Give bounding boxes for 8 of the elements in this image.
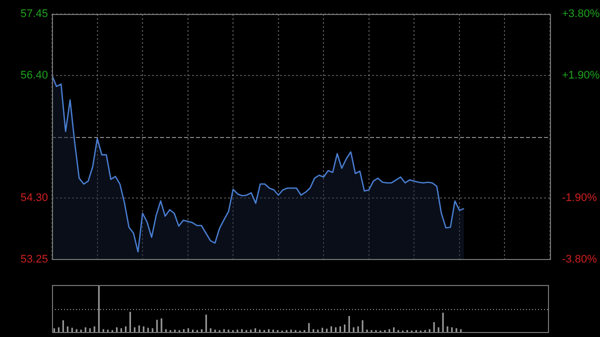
y-tick-label: 56.40 bbox=[20, 69, 48, 82]
y2-tick-label: -3.80% bbox=[562, 253, 598, 266]
y2-tick-label: +3.80% bbox=[562, 8, 600, 20]
y-tick-label: 54.30 bbox=[20, 192, 48, 204]
y2-tick-label: +1.90% bbox=[562, 69, 600, 82]
y-tick-label: 53.25 bbox=[20, 253, 48, 266]
y-tick-label: 57.45 bbox=[20, 8, 48, 20]
y2-tick-label: -1.90% bbox=[562, 192, 598, 204]
